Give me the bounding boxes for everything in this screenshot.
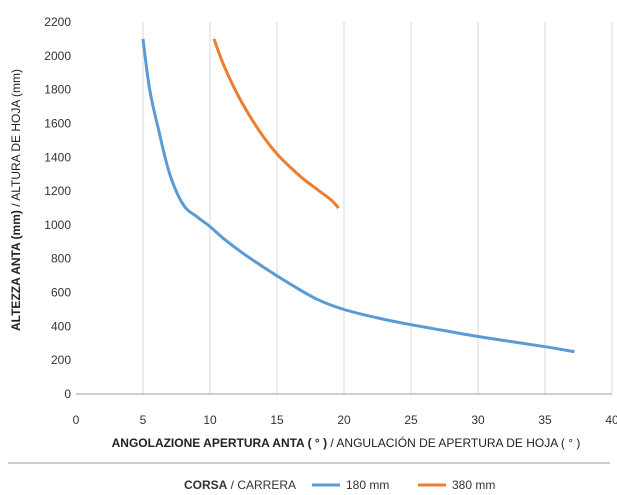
x-tick-label: 0: [73, 413, 80, 427]
y-tick-label: 800: [51, 252, 71, 266]
y-tick-label: 2000: [44, 49, 71, 63]
y-tick-label: 2200: [44, 15, 71, 29]
legend-title: CORSA / CARRERA: [184, 478, 296, 492]
legend-title-rest: / CARRERA: [227, 478, 296, 492]
x-tick-label: 5: [140, 413, 147, 427]
series-layer: [141, 38, 575, 354]
x-tick-label: 30: [471, 413, 485, 427]
x-tick-label: 35: [538, 413, 552, 427]
y-tick-label: 1800: [44, 83, 71, 97]
x-tick-label: 40: [605, 413, 617, 427]
y-tick-label: 1600: [44, 116, 71, 130]
y-tick-label: 0: [64, 387, 71, 401]
x-tick-label: 15: [270, 413, 284, 427]
y-axis-label: ALTEZZA ANTA (mm) / ALTURA DE HOJA (mm): [9, 69, 23, 331]
x-axis-label: ANGOLAZIONE APERTURA ANTA ( ° ) / ANGULA…: [112, 435, 581, 450]
x-tick-labels: 0 5 10 15 20 25 30 35 40: [73, 413, 617, 427]
series-line-380mm: [212, 38, 340, 210]
y-axis-label-bold: ALTEZZA ANTA (mm): [9, 210, 23, 331]
y-tick-label: 1200: [44, 184, 71, 198]
x-axis-label-rest: / ANGULACIÓN DE APERTURA DE HOJA ( ° ): [327, 435, 580, 450]
grid-lines: [142, 22, 613, 394]
y-tick-label: 1000: [44, 218, 71, 232]
y-tick-label: 200: [51, 353, 71, 367]
y-tick-label: 400: [51, 319, 71, 333]
y-axis-label-rest: / ALTURA DE HOJA (mm): [9, 69, 23, 210]
legend-title-bold: CORSA: [184, 478, 228, 492]
x-tick-label: 25: [404, 413, 418, 427]
x-tick-label: 10: [203, 413, 217, 427]
x-axis-label-bold: ANGOLAZIONE APERTURA ANTA ( ° ): [112, 436, 327, 450]
series-line-180mm: [141, 38, 575, 354]
y-tick-label: 600: [51, 286, 71, 300]
y-tick-labels: 0 200 400 600 800 1000 1200 1400 1600 1800 2000 220…: [44, 15, 71, 401]
x-tick-label: 20: [337, 413, 351, 427]
legend: CORSA / CARRERA 180 mm 380 mm: [184, 478, 495, 492]
legend-label-180mm: 180 mm: [346, 478, 389, 492]
legend-label-380mm: 380 mm: [452, 478, 495, 492]
y-tick-label: 1400: [44, 150, 71, 164]
